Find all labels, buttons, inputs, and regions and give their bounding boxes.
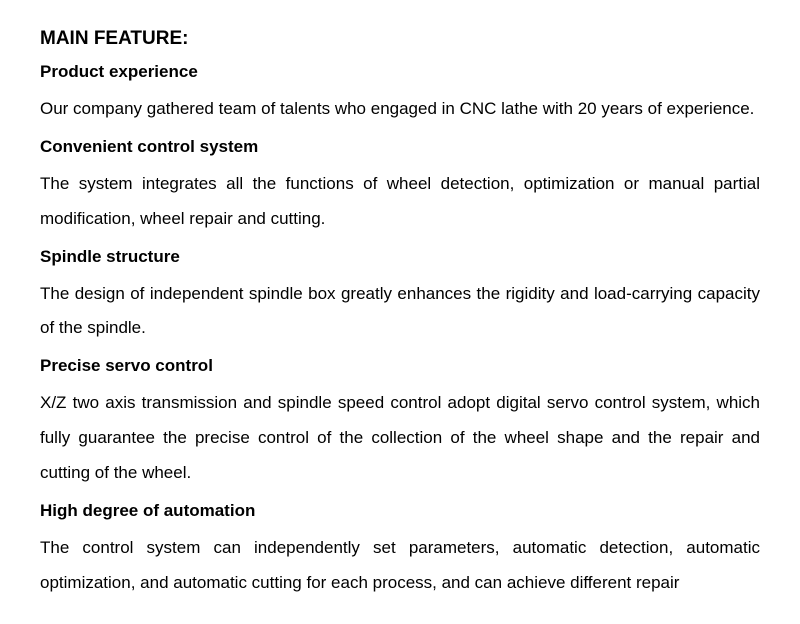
section-title-1: Convenient control system — [40, 137, 760, 157]
section-title-4: High degree of automation — [40, 501, 760, 521]
section-text-2: The design of independent spindle box gr… — [40, 277, 760, 347]
section-title-3: Precise servo control — [40, 356, 760, 376]
section-text-0: Our company gathered team of talents who… — [40, 92, 760, 127]
section-title-0: Product experience — [40, 62, 760, 82]
section-text-4: The control system can independently set… — [40, 531, 760, 601]
section-text-1: The system integrates all the functions … — [40, 167, 760, 237]
section-text-3: X/Z two axis transmission and spindle sp… — [40, 386, 760, 491]
section-title-2: Spindle structure — [40, 247, 760, 267]
main-title: MAIN FEATURE: — [40, 28, 760, 50]
